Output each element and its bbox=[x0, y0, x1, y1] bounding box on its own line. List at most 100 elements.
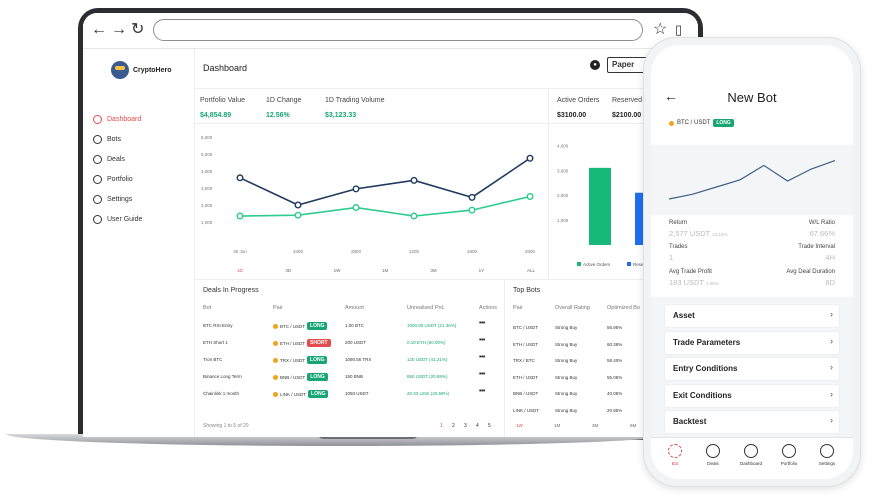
tab-label: Dashboard bbox=[739, 461, 762, 466]
sidebar-item-label: Dashboard bbox=[107, 115, 142, 123]
sidebar-item-settings[interactable]: Settings bbox=[93, 189, 142, 209]
phone-line-chart bbox=[668, 160, 836, 200]
coin-icon bbox=[273, 391, 278, 397]
more-actions-icon[interactable]: ••• bbox=[479, 337, 485, 344]
wl-ratio-stat: W/L Ratio 67.66% bbox=[809, 220, 835, 238]
column-header: Amount bbox=[345, 305, 364, 311]
return-stat: Return 2,577 USDT 23.18% bbox=[669, 220, 728, 238]
y-tick-label: 4,000 bbox=[557, 143, 569, 148]
tab-dashboard[interactable]: Dashboard bbox=[733, 444, 769, 466]
range-tab-all[interactable]: ALL bbox=[527, 268, 536, 273]
data-point[interactable] bbox=[410, 176, 418, 184]
data-point[interactable] bbox=[236, 212, 244, 220]
tab-bot[interactable]: Bot bbox=[657, 444, 693, 466]
section-backtest[interactable]: Backtest › bbox=[665, 411, 839, 433]
section-label: Asset bbox=[673, 311, 695, 320]
more-actions-icon[interactable]: ••• bbox=[479, 371, 485, 378]
page-button[interactable]: 1 bbox=[440, 423, 443, 429]
column-header: Pair bbox=[513, 305, 523, 311]
y-tick-label: 1,000 bbox=[557, 218, 569, 223]
tab-settings[interactable]: Settings bbox=[809, 444, 845, 466]
range-tab-1w[interactable]: 1W bbox=[333, 268, 341, 273]
y-tick-label: 4,000 bbox=[201, 169, 213, 174]
data-point[interactable] bbox=[468, 193, 476, 201]
logo: CryptoHero bbox=[111, 61, 172, 79]
range-tab-1m[interactable]: 1M bbox=[554, 423, 561, 428]
y-tick-label: 1,000 bbox=[201, 220, 213, 225]
range-tab-3d[interactable]: 3D bbox=[285, 268, 292, 273]
side-badge: SHORT bbox=[307, 339, 331, 347]
section-label: Exit Conditions bbox=[673, 390, 732, 400]
range-tab-3m[interactable]: 3M bbox=[592, 423, 599, 428]
range-tab-1y[interactable]: 1Y bbox=[478, 268, 485, 273]
paper-mode-icon: ● bbox=[590, 60, 600, 70]
top-bots-title: Top Bots bbox=[513, 287, 541, 294]
column-header: Bot bbox=[203, 305, 212, 311]
pie-chart-icon bbox=[93, 174, 102, 184]
section-label: Backtest bbox=[673, 417, 707, 426]
range-tab-1d[interactable]: 1D bbox=[237, 268, 243, 273]
tab-deals[interactable]: Deals bbox=[695, 444, 731, 466]
more-actions-icon[interactable]: ••• bbox=[479, 320, 485, 327]
page-button[interactable]: 5 bbox=[488, 423, 491, 429]
x-tick-label: 2800 bbox=[351, 249, 362, 254]
back-arrow-icon[interactable]: ← bbox=[664, 88, 678, 104]
data-point[interactable] bbox=[526, 192, 534, 200]
page-button[interactable]: 2 bbox=[452, 423, 455, 429]
chevron-right-icon: › bbox=[830, 309, 833, 319]
range-tab-6m[interactable]: 6M bbox=[630, 423, 637, 428]
sidebar-item-bots[interactable]: Bots bbox=[93, 129, 142, 149]
x-tick-label: 30 Jun bbox=[233, 249, 247, 254]
mode-label: Paper bbox=[612, 60, 635, 69]
deals-title: Deals In Progress bbox=[203, 287, 259, 294]
data-point[interactable] bbox=[352, 185, 360, 193]
bot-score: 58.40% bbox=[607, 358, 623, 363]
more-actions-icon[interactable]: ••• bbox=[479, 388, 485, 395]
data-point[interactable] bbox=[526, 154, 534, 162]
section-asset[interactable]: Asset › bbox=[665, 305, 839, 327]
data-point[interactable] bbox=[468, 206, 476, 214]
section-trade-parameters[interactable]: Trade Parameters › bbox=[665, 331, 839, 354]
reload-icon[interactable]: ↻ bbox=[131, 21, 145, 38]
back-arrow-icon[interactable]: ← bbox=[91, 21, 107, 38]
range-tab-3m[interactable]: 3M bbox=[430, 268, 437, 273]
data-point[interactable] bbox=[352, 204, 360, 212]
y-tick-label: 2,000 bbox=[557, 193, 569, 198]
brand-name: CryptoHero bbox=[133, 66, 172, 74]
data-point[interactable] bbox=[294, 211, 302, 219]
sidebar-item-dashboard[interactable]: Dashboard bbox=[93, 109, 142, 129]
page-button[interactable]: 4 bbox=[476, 423, 479, 429]
tab-portfolio[interactable]: Portfolio bbox=[771, 444, 807, 466]
section-exit-conditions[interactable]: Exit Conditions › bbox=[665, 384, 839, 407]
stat-label: Active Orders bbox=[557, 97, 600, 104]
sidebar-item-deals[interactable]: Deals bbox=[93, 149, 142, 169]
bot-rating: Strong Buy bbox=[555, 374, 578, 380]
bar[interactable] bbox=[589, 167, 611, 245]
forward-arrow-icon[interactable]: → bbox=[111, 21, 127, 38]
x-tick-label: 1200 bbox=[409, 249, 420, 254]
amount-cell: 1090.56 TRX bbox=[345, 357, 372, 362]
stat-label: W/L Ratio bbox=[808, 220, 835, 226]
data-point[interactable] bbox=[410, 212, 418, 220]
legend-label: Reserved bbox=[633, 262, 653, 267]
range-tab-1m[interactable]: 1M bbox=[382, 268, 389, 273]
sidebar-item-user-guide[interactable]: User Guide bbox=[93, 209, 142, 229]
range-tab-1w[interactable]: 1W bbox=[516, 423, 523, 428]
sidebar-item-portfolio[interactable]: Portfolio bbox=[93, 169, 142, 189]
pnl-cell: 850 USDT (20.59%) bbox=[407, 374, 448, 379]
section-entry-conditions[interactable]: Entry Conditions › bbox=[665, 358, 839, 380]
amount-cell: 200 USDT bbox=[345, 340, 367, 345]
amount-cell: 1050 USDT bbox=[345, 391, 369, 396]
bot-pair: BTC / USDT bbox=[513, 325, 539, 330]
more-actions-icon[interactable]: ••• bbox=[479, 354, 485, 361]
address-bar[interactable] bbox=[153, 19, 643, 41]
stat-label: 1D Trading Volume bbox=[325, 97, 385, 104]
stat-label: Portfolio Value bbox=[200, 97, 246, 104]
star-icon[interactable]: ☆ bbox=[653, 21, 668, 38]
data-point[interactable] bbox=[236, 174, 244, 182]
data-point[interactable] bbox=[294, 201, 302, 209]
page-button[interactable]: 3 bbox=[464, 423, 467, 429]
bookmark-icon[interactable]: ▯ bbox=[675, 22, 683, 37]
tab-label: Portfolio bbox=[780, 461, 798, 466]
sidebar-menu: Dashboard Bots Deals Portfolio Settings User … bbox=[93, 109, 142, 229]
